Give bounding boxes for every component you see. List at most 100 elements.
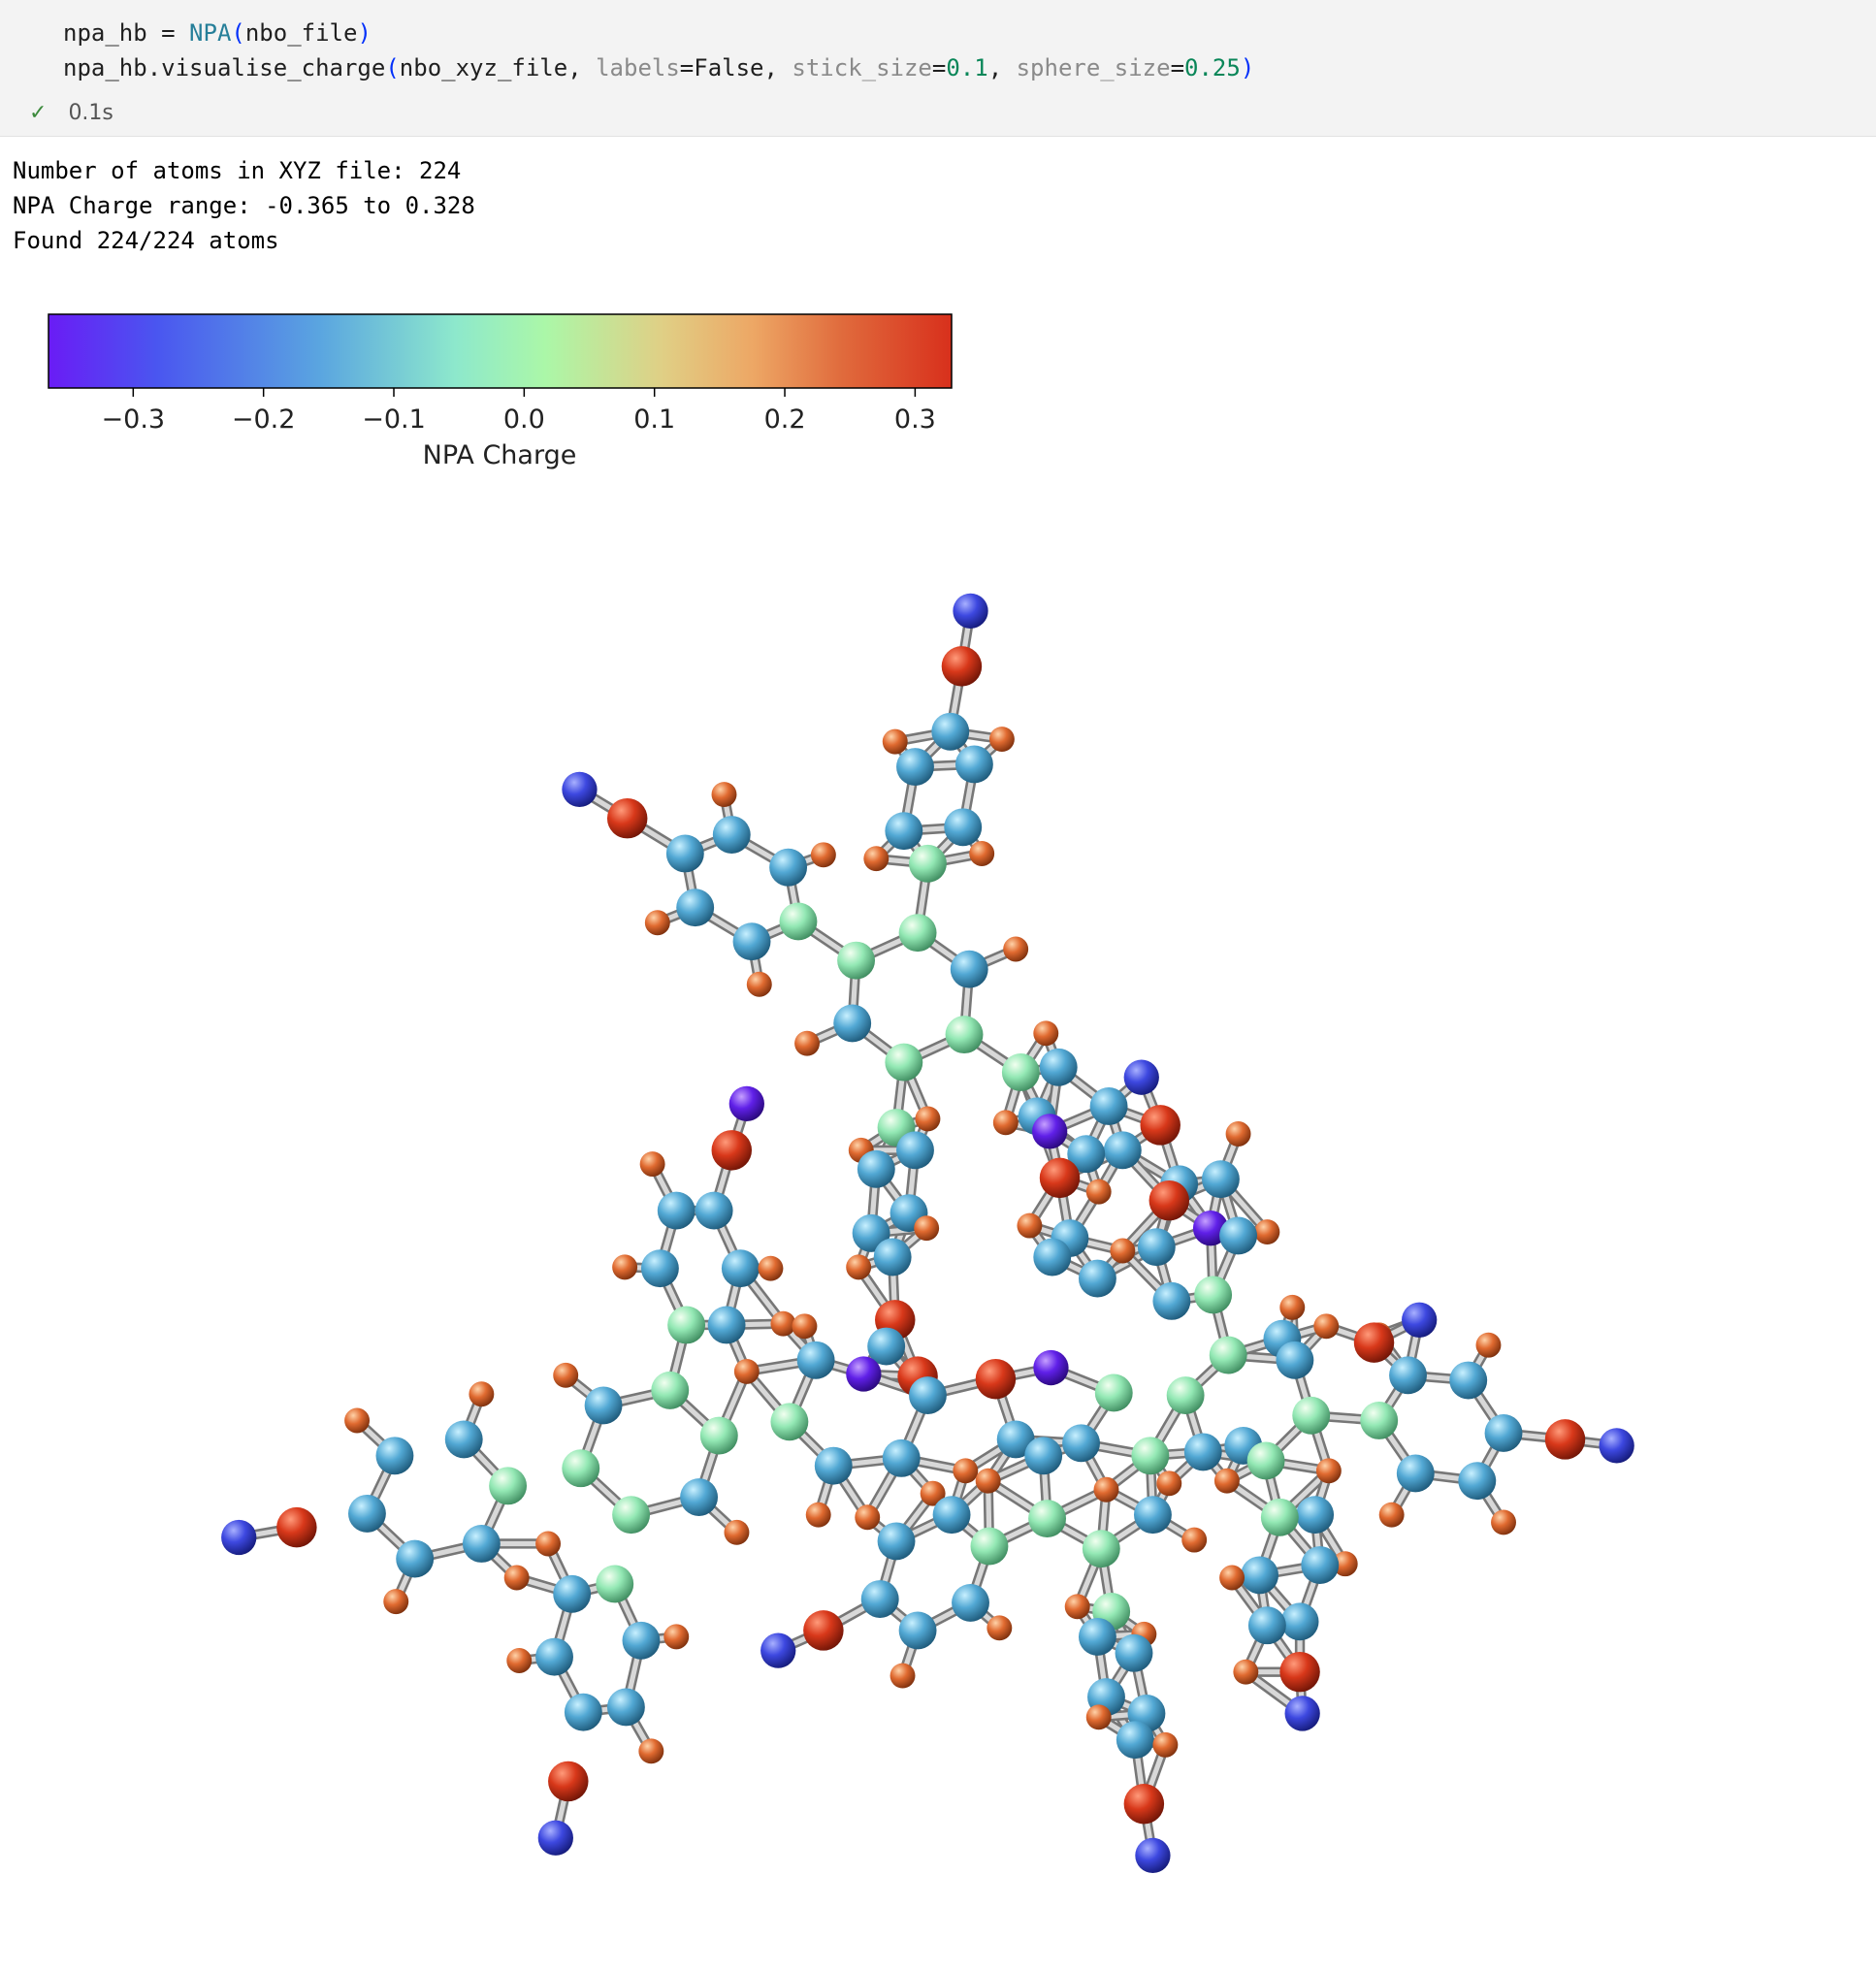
atom	[814, 1446, 853, 1485]
atom	[975, 1358, 1017, 1400]
atom	[770, 1403, 809, 1441]
atom	[1475, 1332, 1502, 1358]
atom	[1017, 1212, 1043, 1239]
code-token: (	[385, 54, 400, 81]
atom	[1260, 1498, 1299, 1536]
atom	[996, 1420, 1035, 1459]
atom	[728, 1085, 764, 1122]
atom	[1001, 1053, 1040, 1091]
atom	[383, 1589, 409, 1615]
atom	[1156, 1470, 1182, 1497]
code-token: NPA	[189, 19, 232, 47]
atom	[1110, 1238, 1136, 1264]
atom	[1067, 1135, 1106, 1174]
atom	[732, 922, 771, 961]
atom	[1085, 1704, 1112, 1730]
atom	[1402, 1302, 1438, 1338]
run-time: 0.1s	[68, 101, 113, 125]
code-token: (	[231, 19, 245, 47]
tick-label: −0.2	[232, 404, 296, 435]
atom	[1449, 1361, 1488, 1400]
atom	[1123, 1059, 1159, 1095]
atom	[667, 1306, 706, 1344]
atom	[1123, 1784, 1165, 1825]
atom	[770, 1310, 796, 1337]
atom	[1033, 1349, 1069, 1386]
atom	[898, 1611, 937, 1650]
atom	[758, 1255, 784, 1281]
atom	[489, 1467, 528, 1505]
atom	[537, 1820, 573, 1856]
code-token: )	[357, 19, 372, 47]
atom	[535, 1637, 573, 1676]
atom	[1039, 1048, 1078, 1086]
atom	[347, 1494, 386, 1533]
atom	[805, 1502, 831, 1528]
atom	[746, 971, 772, 997]
code-token: stick_size	[792, 54, 932, 81]
atom	[469, 1381, 495, 1407]
atom	[796, 1341, 835, 1379]
tick-label: 0.2	[764, 404, 806, 435]
atom	[375, 1437, 414, 1475]
atom	[1219, 1216, 1257, 1255]
atom	[1276, 1341, 1314, 1379]
atom	[953, 1458, 979, 1484]
atom	[1082, 1530, 1120, 1568]
code-token: )	[1240, 54, 1255, 81]
atom	[612, 1254, 638, 1280]
atom	[992, 1110, 1019, 1136]
atom	[846, 1356, 882, 1392]
atom	[1315, 1458, 1342, 1484]
atom	[1078, 1259, 1116, 1298]
atom	[931, 712, 970, 751]
atom	[639, 1151, 665, 1178]
atom	[651, 1371, 690, 1409]
output-line: Found 224/224 atoms	[13, 227, 279, 254]
atom	[914, 1215, 940, 1242]
atom	[1024, 1437, 1063, 1475]
atom	[1192, 1211, 1229, 1246]
atom	[941, 646, 983, 687]
atom	[885, 1043, 923, 1082]
atom	[1064, 1594, 1090, 1620]
atom	[1301, 1546, 1340, 1584]
atom	[663, 1624, 690, 1650]
atom	[707, 1306, 746, 1344]
atom	[676, 889, 715, 927]
atom	[1389, 1356, 1427, 1395]
atom	[553, 1574, 592, 1613]
atom	[792, 1313, 818, 1340]
atom	[896, 1131, 934, 1170]
atom	[950, 950, 988, 988]
atom	[1152, 1731, 1179, 1758]
code-token: npa_hb =	[63, 19, 190, 47]
atom	[1332, 1551, 1358, 1577]
atom	[1103, 1131, 1142, 1170]
atom	[1544, 1419, 1586, 1460]
atom	[882, 1438, 921, 1477]
tick-label: −0.3	[102, 404, 166, 435]
atom	[953, 593, 988, 629]
code-cell[interactable]: npa_hb = NPA(nbo_file) npa_hb.visualise_…	[0, 0, 1876, 137]
atom	[344, 1407, 371, 1434]
atom	[584, 1386, 623, 1425]
atom	[863, 846, 889, 872]
atom	[1089, 1087, 1128, 1125]
code-token: 0.1	[946, 54, 988, 81]
atom	[680, 1478, 719, 1516]
code-token: npa_hb.visualise_charge	[63, 54, 386, 81]
atom	[1062, 1424, 1100, 1463]
atom	[769, 848, 808, 887]
atom	[1353, 1322, 1395, 1363]
atom	[855, 1504, 881, 1531]
atom	[952, 1583, 989, 1622]
atom	[885, 812, 923, 851]
atom	[1028, 1500, 1067, 1538]
atom	[665, 834, 704, 873]
code-line: npa_hb = NPA(nbo_file)	[63, 19, 372, 47]
atom	[1133, 1496, 1172, 1535]
atom	[1181, 1527, 1208, 1553]
atom	[1033, 1238, 1072, 1276]
